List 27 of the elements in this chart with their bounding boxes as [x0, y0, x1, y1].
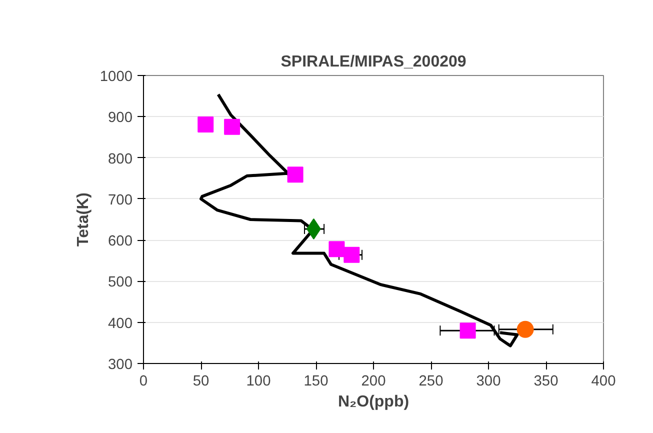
chart-title: SPIRALE/MIPAS_200209: [280, 54, 466, 70]
x-tick-label: 100: [246, 374, 271, 390]
y-tick-label: 800: [108, 151, 133, 168]
point: [460, 322, 476, 339]
y-tick-label: 300: [108, 357, 133, 373]
x-tick-label: 200: [361, 374, 386, 390]
point: [516, 320, 534, 338]
y-tick-label: 400: [108, 316, 133, 332]
x-axis-title: N₂O(ppb): [338, 394, 410, 410]
x-tick-label: 250: [418, 374, 444, 390]
point: [328, 241, 345, 258]
point: [224, 118, 240, 135]
y-tick-label: 600: [108, 234, 133, 250]
point: [344, 246, 360, 263]
point: [198, 116, 214, 132]
y-tick-label: 500: [108, 274, 133, 291]
y-tick-label: 900: [108, 110, 133, 126]
x-tick-label: 300: [476, 374, 501, 390]
point: [287, 166, 304, 183]
x-tick-label: 150: [304, 374, 328, 390]
y-axis-title: Teta(K): [74, 192, 92, 246]
x-tick-label: 350: [534, 374, 558, 390]
x-tick-label: 50: [192, 374, 210, 390]
y-tick-label: 700: [108, 192, 133, 208]
x-tick-label: 400: [591, 374, 616, 390]
y-tick-label: 1000: [100, 69, 133, 85]
x-tick-label: 0: [139, 374, 148, 390]
